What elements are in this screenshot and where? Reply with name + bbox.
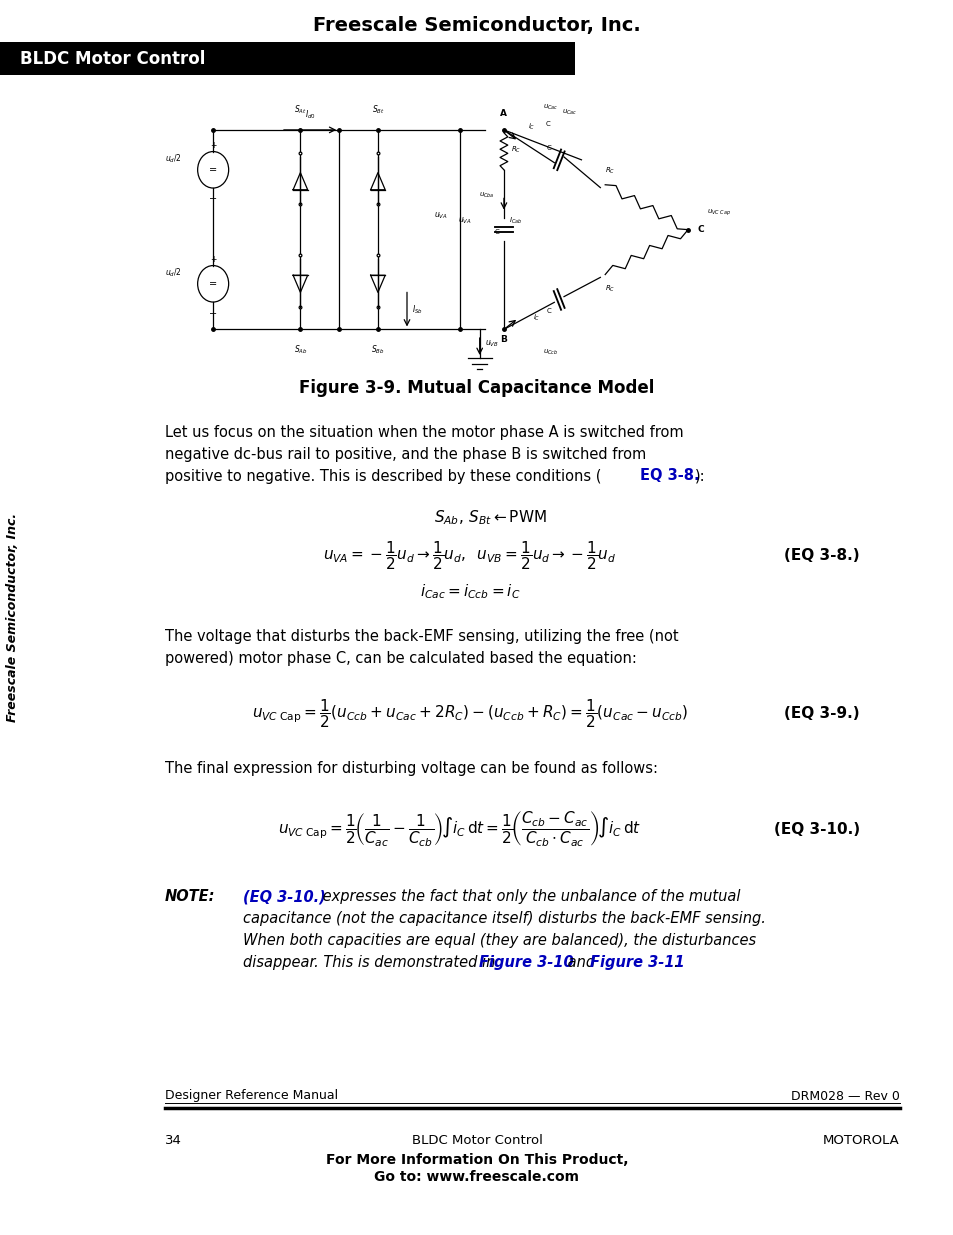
Text: C: C <box>546 146 551 152</box>
Bar <box>0 42 575 75</box>
Text: Figure 3-11: Figure 3-11 <box>589 955 684 969</box>
Text: (EQ 3-8.): (EQ 3-8.) <box>783 548 859 563</box>
Text: $u_{VC\ Cap}$: $u_{VC\ Cap}$ <box>707 207 731 217</box>
Text: $S_{Ab}$: $S_{Ab}$ <box>294 343 307 356</box>
Text: $i_C$: $i_C$ <box>533 312 539 324</box>
Text: $R_C$: $R_C$ <box>604 165 615 175</box>
Text: $u_{Cac}$: $u_{Cac}$ <box>561 109 577 117</box>
Text: Figure 3-9. Mutual Capacitance Model: Figure 3-9. Mutual Capacitance Model <box>299 379 654 396</box>
Text: Freescale Semiconductor, Inc.: Freescale Semiconductor, Inc. <box>313 16 640 36</box>
Text: $u_{VA}$: $u_{VA}$ <box>434 210 447 221</box>
Text: disappear. This is demonstrated in: disappear. This is demonstrated in <box>243 955 499 969</box>
Text: BLDC Motor Control: BLDC Motor Control <box>20 49 205 68</box>
Text: $R_C$: $R_C$ <box>604 284 615 294</box>
Text: C: C <box>544 121 549 127</box>
Text: −: − <box>209 310 217 320</box>
Text: 34: 34 <box>165 1134 182 1146</box>
Text: $R_C$: $R_C$ <box>511 144 521 154</box>
Text: $i_{Cac} = i_{Ccb} = i_C$: $i_{Cac} = i_{Ccb} = i_C$ <box>419 583 519 601</box>
Text: C: C <box>494 230 498 236</box>
Text: ):: ): <box>695 468 705 483</box>
Text: (EQ 3-9.): (EQ 3-9.) <box>783 706 859 721</box>
Text: $S_{Bt}$: $S_{Bt}$ <box>371 104 384 116</box>
Text: Go to: www.freescale.com: Go to: www.freescale.com <box>375 1170 578 1184</box>
Text: $u_{VC\;\mathrm{Cap}} = \dfrac{1}{2}(u_{Ccb} + u_{Cac} + 2R_C) - (u_{Ccb} + R_C): $u_{VC\;\mathrm{Cap}} = \dfrac{1}{2}(u_{… <box>252 698 687 730</box>
Text: $u_{d}/2$: $u_{d}/2$ <box>165 152 181 164</box>
Text: =: = <box>209 164 217 175</box>
Text: (EQ 3-10.): (EQ 3-10.) <box>773 821 859 836</box>
Text: =: = <box>209 279 217 289</box>
Text: (EQ 3-10.): (EQ 3-10.) <box>243 889 325 904</box>
Text: $u_{VB}$: $u_{VB}$ <box>484 338 497 350</box>
Text: $u_{VC\;\mathrm{Cap}} = \dfrac{1}{2}\!\left(\dfrac{1}{C_{ac}} - \dfrac{1}{C_{cb}: $u_{VC\;\mathrm{Cap}} = \dfrac{1}{2}\!\l… <box>278 809 641 848</box>
Text: $S_{At}$: $S_{At}$ <box>294 104 307 116</box>
Text: MOTOROLA: MOTOROLA <box>822 1134 899 1146</box>
Text: EQ 3-8.: EQ 3-8. <box>639 468 699 483</box>
Text: $S_{Bb}$: $S_{Bb}$ <box>371 343 384 356</box>
Text: C: C <box>546 308 551 314</box>
Text: $u_{Ccb}$: $u_{Ccb}$ <box>542 347 558 357</box>
Text: The final expression for disturbing voltage can be found as follows:: The final expression for disturbing volt… <box>165 762 658 777</box>
Text: $u_{Cac}$: $u_{Cac}$ <box>542 103 558 111</box>
Text: .: . <box>672 955 677 969</box>
Text: $I_{Sb}$: $I_{Sb}$ <box>412 304 422 316</box>
Text: C: C <box>697 225 703 235</box>
Text: Let us focus on the situation when the motor phase A is switched from: Let us focus on the situation when the m… <box>165 425 683 440</box>
Text: +: + <box>210 141 216 149</box>
Text: expresses the fact that only the unbalance of the mutual: expresses the fact that only the unbalan… <box>317 889 740 904</box>
Text: $S_{Ab},\, S_{Bt} \leftarrow \mathrm{PWM}$: $S_{Ab},\, S_{Bt} \leftarrow \mathrm{PWM… <box>434 509 546 527</box>
Text: Figure 3-10: Figure 3-10 <box>478 955 573 969</box>
Text: −: − <box>209 194 217 204</box>
Text: positive to negative. This is described by these conditions (: positive to negative. This is described … <box>165 468 601 483</box>
Text: When both capacities are equal (they are balanced), the disturbances: When both capacities are equal (they are… <box>243 932 756 948</box>
Text: negative dc-bus rail to positive, and the phase B is switched from: negative dc-bus rail to positive, and th… <box>165 447 645 462</box>
Text: $u_{Cba}$: $u_{Cba}$ <box>478 191 494 200</box>
Text: $I_{d0}$: $I_{d0}$ <box>304 109 315 121</box>
Text: For More Information On This Product,: For More Information On This Product, <box>325 1153 628 1167</box>
Text: BLDC Motor Control: BLDC Motor Control <box>411 1134 542 1146</box>
Text: Freescale Semiconductor, Inc.: Freescale Semiconductor, Inc. <box>7 513 19 721</box>
Text: B: B <box>500 335 507 345</box>
Text: NOTE:: NOTE: <box>165 889 215 904</box>
Text: capacitance (not the capacitance itself) disturbs the back-EMF sensing.: capacitance (not the capacitance itself)… <box>243 911 765 926</box>
Text: +: + <box>210 254 216 264</box>
Text: $u_{VA}$: $u_{VA}$ <box>457 216 472 226</box>
Text: Designer Reference Manual: Designer Reference Manual <box>165 1089 337 1103</box>
Text: DRM028 — Rev 0: DRM028 — Rev 0 <box>790 1089 899 1103</box>
Text: powered) motor phase C, can be calculated based the equation:: powered) motor phase C, can be calculate… <box>165 652 637 667</box>
Text: A: A <box>500 110 507 119</box>
Text: $u_{d}/2$: $u_{d}/2$ <box>165 267 181 279</box>
Text: $u_{VA} = -\dfrac{1}{2}u_d \rightarrow \dfrac{1}{2}u_d,\;\; u_{VB} = \dfrac{1}{2: $u_{VA} = -\dfrac{1}{2}u_d \rightarrow \… <box>323 540 616 572</box>
Text: $i_C$: $i_C$ <box>528 122 535 132</box>
Text: and: and <box>562 955 599 969</box>
Text: The voltage that disturbs the back-EMF sensing, utilizing the free (not: The voltage that disturbs the back-EMF s… <box>165 630 678 645</box>
Text: $I_{Cab}$: $I_{Cab}$ <box>508 216 521 226</box>
